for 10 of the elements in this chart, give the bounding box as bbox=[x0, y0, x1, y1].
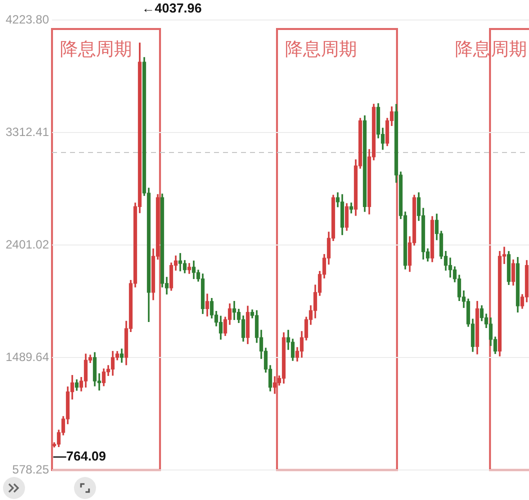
y-tick-label: 578.25 bbox=[12, 462, 50, 476]
annotation: 降息周期 bbox=[285, 38, 357, 59]
y-tick-label: 2401.02 bbox=[6, 237, 50, 252]
y-tick-label: 3312.41 bbox=[6, 124, 50, 139]
annotation: —764.09 bbox=[53, 448, 106, 464]
y-tick-label: 1489.64 bbox=[6, 350, 50, 364]
annotation: 降息周期 bbox=[455, 38, 527, 59]
annotation: 降息周期 bbox=[60, 38, 132, 59]
text: ←4037.96 bbox=[142, 0, 202, 16]
y-tick-label: 4223.80 bbox=[6, 12, 50, 26]
